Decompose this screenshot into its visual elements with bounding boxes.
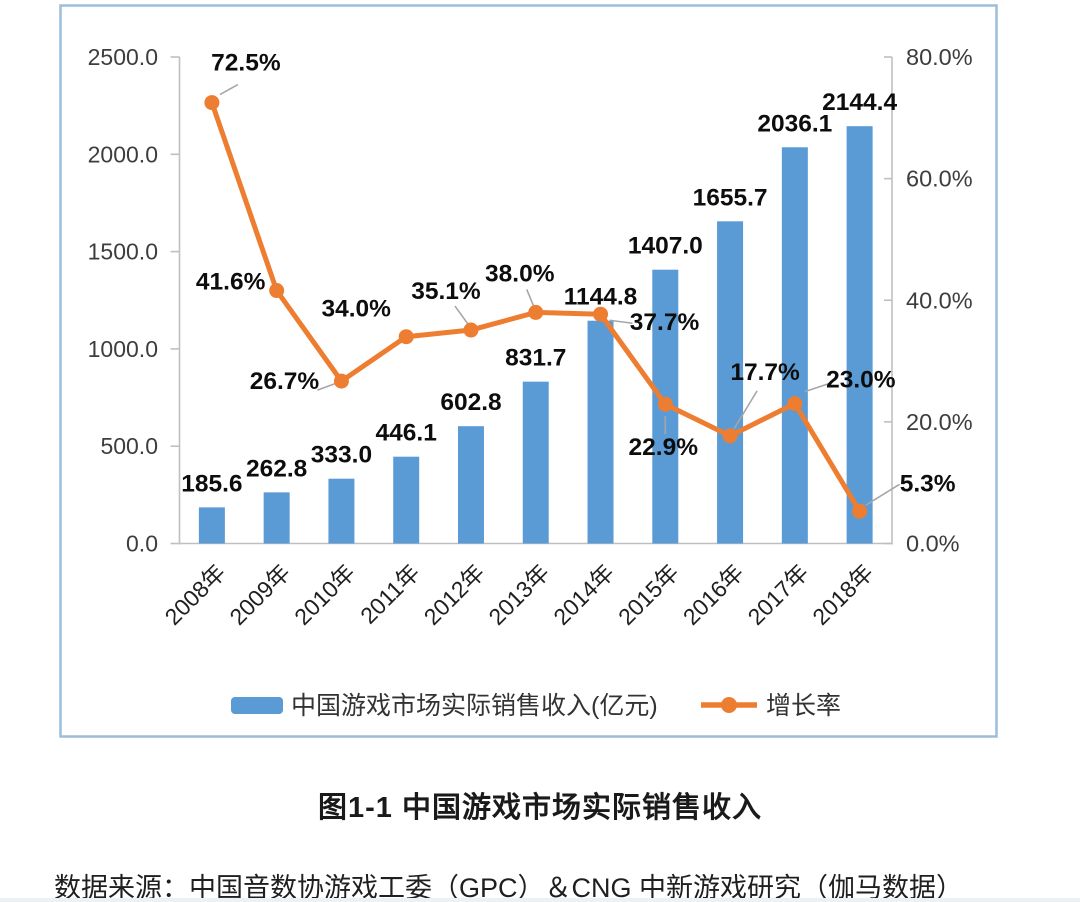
- left-axis-tick-label: 500.0: [100, 433, 158, 459]
- bar-label-2008年: 185.6: [181, 470, 242, 497]
- chart-canvas: 0.0 500.0 1000.0 1500.0 2000.0 2500.0 0.0% 20.0…: [59, 4, 998, 738]
- data-source-note: 数据来源：中国音数协游戏工委（GPC）＆CNG 中新游戏研究（伽马数据）: [54, 873, 964, 902]
- right-axis-tick-label: 0.0%: [906, 531, 960, 557]
- bar-label-2015年: 1407.0: [628, 233, 703, 260]
- bar-label-2010年: 333.0: [311, 442, 372, 469]
- left-axis-tick-label: 0.0: [126, 531, 158, 557]
- bar-2013年: [522, 381, 549, 544]
- bar-2012年: [457, 426, 484, 544]
- bar-2008年: [198, 507, 225, 544]
- bar-label-2013年: 831.7: [505, 345, 566, 372]
- line-point-2014年: [593, 306, 609, 322]
- bar-2011年: [393, 456, 420, 544]
- line-point-2008年: [204, 95, 220, 111]
- growth-label-2016年: 17.7%: [730, 359, 800, 386]
- bar-2010年: [328, 478, 355, 544]
- label-leader-line: [317, 382, 337, 391]
- bar-2014年: [587, 320, 614, 544]
- bar-label-2009年: 262.8: [246, 455, 307, 482]
- line-point-2012年: [463, 322, 479, 338]
- line-point-2015年: [657, 396, 673, 412]
- figure-caption: 图1-1 中国游戏市场实际销售收入: [318, 792, 762, 824]
- bar-label-2018年: 2144.4: [822, 89, 897, 116]
- label-leader-line: [733, 390, 758, 430]
- growth-label-2014年: 37.7%: [630, 309, 700, 336]
- bottom-divider: [0, 898, 1080, 902]
- legend-bar-label: 中国游戏市场实际销售收入(亿元): [291, 692, 658, 720]
- label-leader-line: [804, 381, 833, 393]
- bar-label-2014年: 1144.8: [564, 284, 638, 311]
- line-point-2018年: [852, 503, 868, 519]
- growth-label-2013年: 38.0%: [485, 260, 555, 287]
- label-leader-line: [609, 319, 633, 325]
- label-leader-line: [526, 289, 535, 307]
- line-point-2009年: [269, 283, 285, 299]
- bar-2018年: [846, 126, 873, 544]
- bar-2017年: [781, 147, 808, 544]
- legend-line-label: 增长率: [766, 692, 841, 720]
- line-point-2013年: [528, 304, 544, 320]
- bar-2016年: [717, 221, 744, 544]
- growth-label-2011年: 34.0%: [321, 296, 391, 323]
- right-axis-tick-label: 60.0%: [906, 166, 973, 192]
- growth-label-2010年: 26.7%: [250, 368, 320, 395]
- growth-label-2015年: 22.9%: [629, 434, 699, 461]
- left-axis-tick-label: 2000.0: [88, 141, 158, 167]
- line-point-2016年: [722, 428, 738, 444]
- label-leader-line: [219, 83, 239, 96]
- bar-label-2011年: 446.1: [376, 420, 437, 447]
- chart-border: [59, 4, 998, 738]
- bar-label-2017年: 2036.1: [757, 110, 832, 137]
- line-point-2017年: [787, 396, 803, 412]
- bar-label-2016年: 1655.7: [693, 184, 768, 211]
- right-axis-tick-label: 80.0%: [906, 44, 973, 70]
- growth-label-2008年: 72.5%: [211, 50, 281, 77]
- legend-line-marker: [721, 697, 737, 713]
- label-leader-line: [454, 305, 469, 325]
- label-leader-line: [865, 483, 901, 506]
- growth-label-2012年: 35.1%: [411, 278, 481, 305]
- growth-label-2009年: 41.6%: [196, 269, 266, 296]
- right-axis-tick-label: 20.0%: [906, 409, 973, 435]
- left-axis-tick-label: 1000.0: [88, 336, 158, 362]
- left-axis-tick-label: 1500.0: [88, 239, 158, 265]
- line-point-2011年: [398, 329, 414, 345]
- line-point-2010年: [333, 373, 349, 389]
- growth-label-2017年: 23.0%: [826, 367, 896, 394]
- bar-2009年: [263, 492, 290, 544]
- left-axis-tick-label: 2500.0: [88, 44, 158, 70]
- growth-label-2018年: 5.3%: [900, 470, 956, 497]
- bar-label-2012年: 602.8: [440, 389, 501, 416]
- legend-bar-swatch: [231, 697, 283, 714]
- right-axis-tick-label: 40.0%: [906, 287, 973, 313]
